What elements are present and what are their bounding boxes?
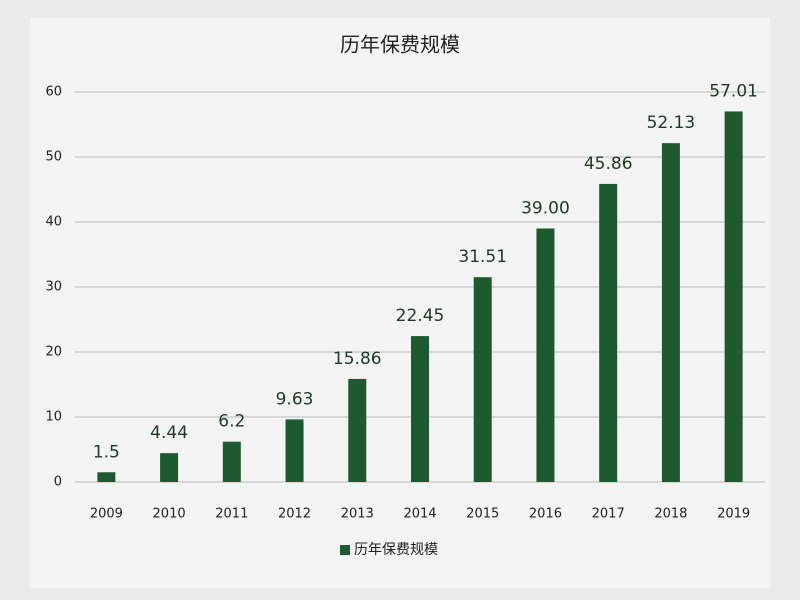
bar bbox=[661, 143, 680, 482]
value-label: 4.44 bbox=[150, 423, 188, 443]
value-label: 31.51 bbox=[458, 247, 507, 267]
x-tick-label: 2013 bbox=[341, 507, 374, 522]
value-label: 57.01 bbox=[709, 81, 758, 101]
bar bbox=[160, 453, 179, 482]
legend-label: 历年保费规模 bbox=[354, 542, 438, 558]
value-label: 45.86 bbox=[584, 154, 633, 174]
y-tick-label: 0 bbox=[54, 475, 62, 490]
bar bbox=[411, 336, 429, 482]
x-tick-label: 2009 bbox=[90, 507, 123, 522]
value-label: 1.5 bbox=[93, 442, 120, 462]
bar bbox=[348, 378, 367, 482]
bar bbox=[222, 441, 241, 482]
x-tick-label: 2014 bbox=[403, 507, 436, 522]
chart-title: 历年保费规模 bbox=[340, 33, 460, 57]
y-tick-label: 50 bbox=[45, 150, 62, 165]
chart-panel bbox=[30, 18, 770, 588]
value-label: 39.00 bbox=[521, 199, 570, 219]
bar bbox=[724, 111, 743, 482]
bar bbox=[97, 472, 116, 482]
x-tick-label: 2017 bbox=[592, 507, 625, 522]
bar bbox=[536, 228, 555, 482]
x-tick-label: 2018 bbox=[654, 507, 687, 522]
y-tick-label: 10 bbox=[45, 410, 62, 425]
value-label: 6.2 bbox=[218, 412, 245, 432]
x-tick-label: 2019 bbox=[717, 507, 750, 522]
y-tick-label: 30 bbox=[45, 280, 62, 295]
x-tick-label: 2010 bbox=[153, 507, 186, 522]
legend-swatch bbox=[340, 545, 350, 555]
x-tick-label: 2015 bbox=[466, 507, 499, 522]
bar bbox=[285, 419, 304, 482]
bar bbox=[473, 277, 492, 482]
value-label: 52.13 bbox=[647, 113, 696, 133]
x-tick-label: 2011 bbox=[215, 507, 248, 522]
y-tick-label: 20 bbox=[45, 345, 62, 360]
y-tick-label: 60 bbox=[45, 85, 62, 100]
bar bbox=[599, 183, 618, 482]
y-tick-label: 40 bbox=[45, 215, 62, 230]
x-tick-label: 2016 bbox=[529, 507, 562, 522]
value-label: 22.45 bbox=[396, 306, 445, 326]
value-label: 15.86 bbox=[333, 349, 382, 369]
value-label: 9.63 bbox=[276, 389, 314, 409]
x-tick-label: 2012 bbox=[278, 507, 311, 522]
